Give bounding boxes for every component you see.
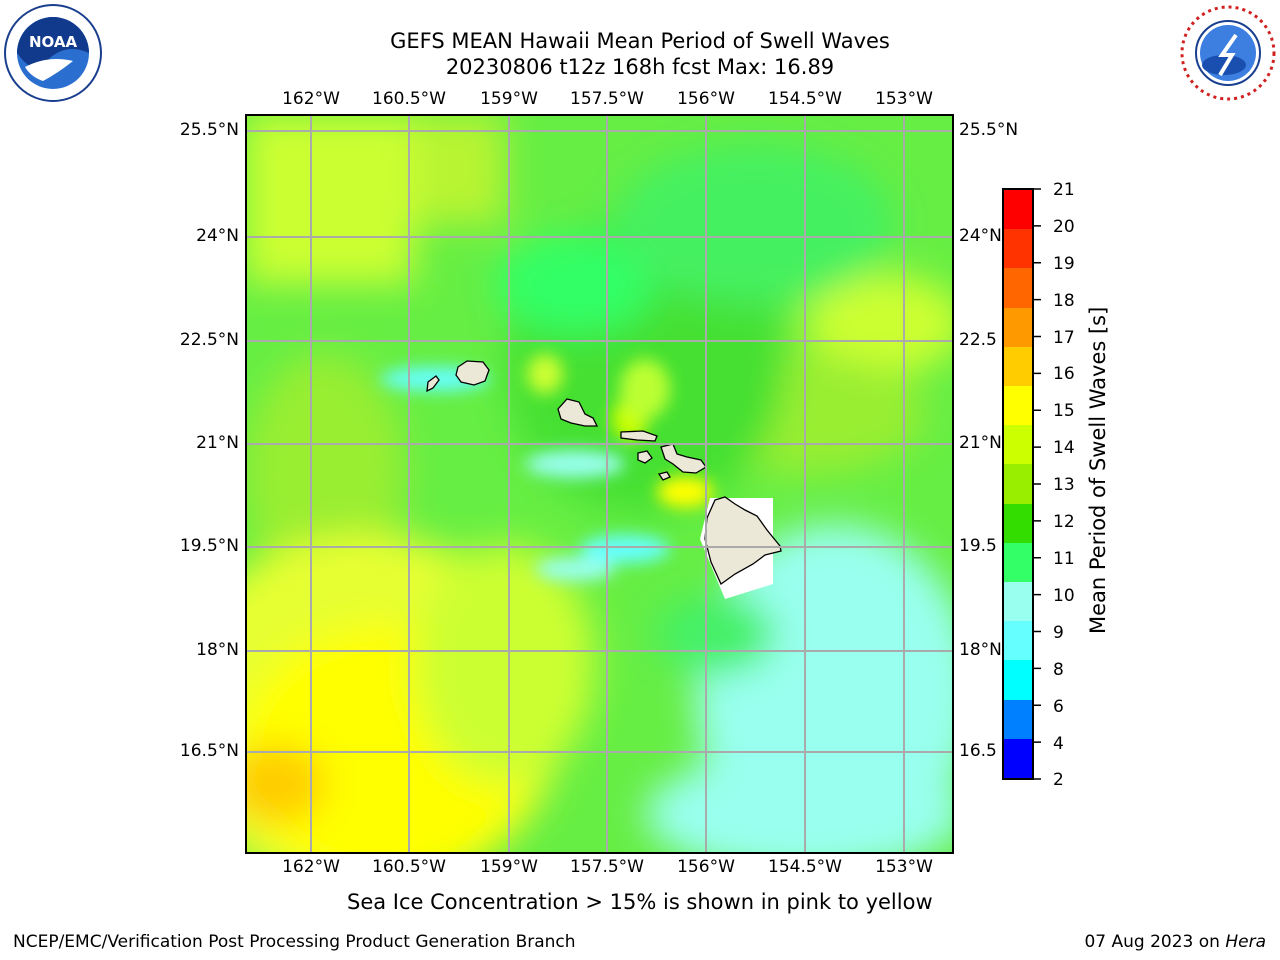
island-hawaii <box>704 496 782 585</box>
map-panel <box>245 114 954 854</box>
colorbar-tick: 20 <box>1053 217 1075 237</box>
colorbar-tick: 8 <box>1053 660 1064 680</box>
lat-label-left: 22.5°N <box>179 330 239 350</box>
colorbar-tick: 13 <box>1053 475 1075 495</box>
lon-label-top: 162°W <box>282 89 340 109</box>
lat-label-right: 25.5°N <box>959 120 1019 140</box>
lon-label-top: 160.5°W <box>372 89 446 109</box>
lon-label-bottom: 157.5°W <box>570 857 644 877</box>
sea-ice-caption: Sea Ice Concentration > 15% is shown in … <box>347 890 933 914</box>
nws-logo <box>1178 3 1278 103</box>
colorbar-segment <box>1004 190 1032 230</box>
lon-label-bottom: 162°W <box>282 857 340 877</box>
island-lanai <box>637 450 653 464</box>
colorbar-tick: 6 <box>1053 697 1064 717</box>
island-niihau <box>426 375 440 393</box>
colorbar <box>1002 188 1034 780</box>
lon-label-top: 157.5°W <box>570 89 644 109</box>
colorbar-tick-marks <box>1034 188 1041 780</box>
noaa-logo-text: NOAA <box>29 33 78 51</box>
colorbar-tick: 9 <box>1053 623 1064 643</box>
colorbar-segment <box>1004 699 1032 739</box>
lat-label-right: 19.5 <box>959 536 997 556</box>
footer-credit: NCEP/EMC/Verification Post Processing Pr… <box>13 932 576 952</box>
colorbar-title: Mean Period of Swell Waves [s] <box>1086 306 1110 634</box>
colorbar-tick: 11 <box>1053 549 1075 569</box>
map-subtitle: 20230806 t12z 168h fcst Max: 16.89 <box>445 55 835 79</box>
lon-label-bottom: 156°W <box>677 857 735 877</box>
lat-label-left: 18°N <box>196 640 239 660</box>
lon-label-top: 156°W <box>677 89 735 109</box>
colorbar-segment <box>1004 660 1032 700</box>
colorbar-segment <box>1004 738 1032 779</box>
colorbar-tick: 15 <box>1053 401 1075 421</box>
colorbar-tick: 19 <box>1053 254 1075 274</box>
colorbar-segment <box>1004 268 1032 308</box>
colorbar-segment <box>1004 346 1032 387</box>
lat-label-right: 18°N <box>959 640 1002 660</box>
colorbar-tick: 14 <box>1053 438 1075 458</box>
colorbar-segment <box>1004 582 1032 622</box>
colorbar-segment <box>1004 386 1032 426</box>
colorbar-tick: 16 <box>1053 364 1075 384</box>
noaa-logo: NOAA <box>3 3 103 103</box>
lon-label-bottom: 160.5°W <box>372 857 446 877</box>
lat-label-left: 19.5°N <box>179 536 239 556</box>
lat-label-left: 25.5°N <box>179 120 239 140</box>
colorbar-segment <box>1004 542 1032 583</box>
island-kauai <box>455 360 490 386</box>
lat-label-right: 24°N <box>959 226 1002 246</box>
island-molokai <box>620 430 658 442</box>
colorbar-segment <box>1004 307 1032 347</box>
colorbar-segment <box>1004 425 1032 465</box>
lon-label-top: 154.5°W <box>768 89 842 109</box>
colorbar-tick: 2 <box>1053 770 1064 790</box>
lat-label-left: 21°N <box>196 433 239 453</box>
colorbar-tick: 17 <box>1053 328 1075 348</box>
footer-date: 07 Aug 2023 on Hera <box>1084 932 1266 952</box>
lat-label-left: 24°N <box>196 226 239 246</box>
lon-label-top: 153°W <box>875 89 933 109</box>
colorbar-segment <box>1004 621 1032 661</box>
lon-label-bottom: 154.5°W <box>768 857 842 877</box>
colorbar-tick: 18 <box>1053 291 1075 311</box>
colorbar-tick: 4 <box>1053 734 1064 754</box>
lon-label-top: 159°W <box>480 89 538 109</box>
island-oahu <box>557 398 599 427</box>
footer-host: Hera <box>1225 932 1266 952</box>
lat-label-right: 22.5 <box>959 330 997 350</box>
lon-label-bottom: 153°W <box>875 857 933 877</box>
lat-label-left: 16.5°N <box>179 741 239 761</box>
lat-label-right: 16.5 <box>959 741 997 761</box>
colorbar-tick: 12 <box>1053 512 1075 532</box>
footer-date-text: 07 Aug 2023 on <box>1084 932 1226 952</box>
colorbar-tick: 10 <box>1053 586 1075 606</box>
colorbar-segment <box>1004 464 1032 504</box>
lat-label-right: 21°N <box>959 433 1002 453</box>
island-kahoolawe <box>657 471 671 481</box>
colorbar-segment <box>1004 503 1032 543</box>
map-title: GEFS MEAN Hawaii Mean Period of Swell Wa… <box>390 29 890 53</box>
colorbar-tick: 21 <box>1053 180 1075 200</box>
colorbar-segment <box>1004 229 1032 269</box>
lon-label-bottom: 159°W <box>480 857 538 877</box>
